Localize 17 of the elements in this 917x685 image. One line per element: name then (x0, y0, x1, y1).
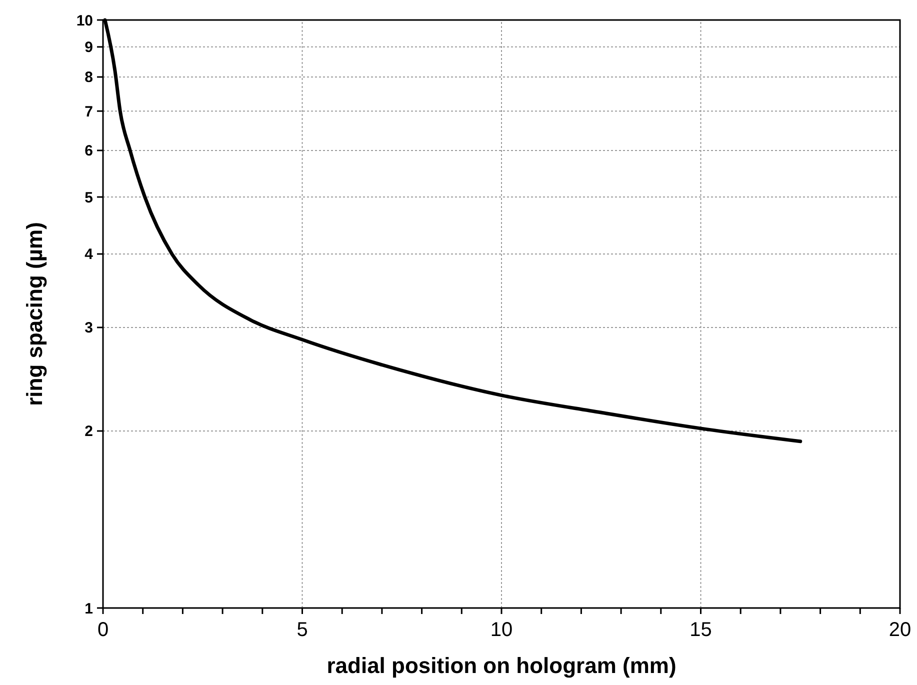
y-tick-label: 8 (84, 69, 93, 86)
x-tick-label: 5 (296, 619, 308, 641)
y-tick-label: 9 (84, 39, 93, 56)
x-axis-title: radial position on hologram (mm) (326, 653, 676, 678)
y-tick-label: 5 (84, 189, 93, 206)
x-tick-label: 10 (490, 619, 513, 641)
y-tick-label: 1 (84, 600, 93, 618)
y-tick-label: 6 (84, 142, 93, 160)
y-tick-label: 2 (84, 423, 93, 440)
x-tick-label: 0 (97, 619, 109, 641)
y-tick-label: 3 (84, 320, 93, 337)
y-tick-label: 7 (84, 103, 93, 120)
y-tick-label: 4 (84, 246, 94, 264)
y-axis-title: ring spacing (µm) (22, 222, 47, 406)
x-tick-label: 20 (888, 619, 912, 641)
y-tick-label: 10 (76, 12, 93, 30)
x-tick-label: 15 (690, 619, 712, 641)
